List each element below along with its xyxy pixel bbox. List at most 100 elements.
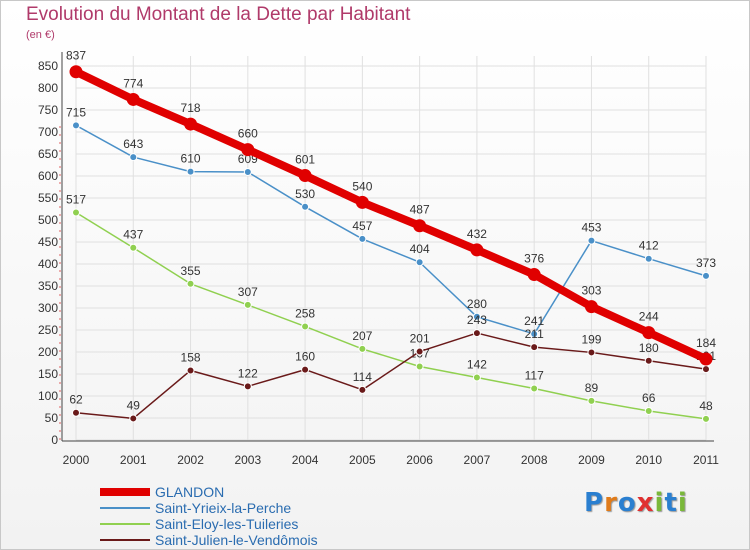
data-point <box>644 406 653 415</box>
x-tick-label: 2004 <box>292 453 319 467</box>
y-tick-label: 750 <box>38 103 58 117</box>
data-point <box>530 343 539 352</box>
data-point <box>358 344 367 353</box>
data-point <box>472 373 481 382</box>
series-line <box>75 211 707 420</box>
data-label: 114 <box>353 370 372 384</box>
data-label: 601 <box>295 153 315 167</box>
data-point <box>644 356 653 365</box>
data-label: 530 <box>295 187 315 201</box>
data-point <box>530 384 539 393</box>
data-label: 660 <box>238 127 258 141</box>
data-point <box>413 219 427 233</box>
data-point <box>184 117 198 131</box>
series-line <box>72 67 710 364</box>
data-label: 258 <box>295 306 315 320</box>
x-tick-label: 2009 <box>578 453 605 467</box>
y-tick-label: 650 <box>38 147 58 161</box>
y-tick-label: 350 <box>38 279 58 293</box>
data-point <box>415 258 424 267</box>
legend-swatch <box>100 523 150 525</box>
x-tick-label: 2007 <box>464 453 491 467</box>
data-point <box>530 329 539 338</box>
data-label: 643 <box>123 137 143 151</box>
series-saint-eloy-les-tuileries: 517437355307258207167142117896648 <box>66 193 713 423</box>
y-tick-label: 100 <box>38 389 58 403</box>
data-label: 207 <box>352 329 372 343</box>
data-point <box>702 414 710 423</box>
x-tick-label: 2011 <box>693 453 719 467</box>
data-point <box>472 312 481 321</box>
data-point <box>527 268 541 282</box>
data-point <box>72 121 80 130</box>
data-label: 241 <box>524 314 544 328</box>
data-point <box>126 92 140 106</box>
x-tick-label: 2006 <box>406 453 433 467</box>
data-label: 437 <box>123 228 143 242</box>
data-label: 180 <box>639 341 659 355</box>
data-label: 487 <box>410 203 430 217</box>
y-tick-label: 450 <box>38 235 58 249</box>
data-label: 244 <box>639 310 659 324</box>
data-label: 199 <box>581 332 601 346</box>
data-point <box>72 208 80 217</box>
x-tick-label: 2005 <box>349 453 376 467</box>
data-point <box>699 352 713 366</box>
data-label: 610 <box>181 152 201 166</box>
data-label: 142 <box>467 358 487 372</box>
data-label: 307 <box>238 285 258 299</box>
data-point <box>472 329 481 338</box>
data-point <box>186 279 195 288</box>
data-label: 412 <box>639 239 659 253</box>
data-label: 540 <box>352 179 372 193</box>
data-point <box>129 153 138 162</box>
data-label: 201 <box>410 332 430 346</box>
y-tick-label: 300 <box>38 301 58 315</box>
y-tick-label: 700 <box>38 125 58 139</box>
data-point <box>358 385 367 394</box>
y-tick-label: 200 <box>38 345 58 359</box>
data-label: 718 <box>181 101 201 115</box>
y-tick-label: 850 <box>38 59 58 73</box>
data-point <box>702 271 710 280</box>
data-label: 517 <box>66 193 86 207</box>
data-label: 774 <box>123 76 143 90</box>
y-tick-label: 800 <box>38 81 58 95</box>
data-label: 49 <box>127 398 141 412</box>
data-label: 89 <box>585 381 599 395</box>
data-point <box>129 414 138 423</box>
data-point <box>642 326 656 340</box>
legend-swatch <box>100 539 150 541</box>
unit-label: (en €) <box>26 29 55 41</box>
x-tick-label: 2001 <box>120 453 147 467</box>
data-point <box>186 167 195 176</box>
data-label: 48 <box>699 399 713 413</box>
y-tick-label: 150 <box>38 367 58 381</box>
data-label: 376 <box>524 252 544 266</box>
y-tick-label: 550 <box>38 191 58 205</box>
data-label: 373 <box>696 256 716 270</box>
data-label: 66 <box>642 391 656 405</box>
data-point <box>702 365 710 374</box>
data-label: 715 <box>66 105 86 119</box>
data-label: 184 <box>696 336 716 350</box>
series-glandon: 837 774 718 660 601 540 487 432 376 303 244 184 <box>66 49 716 366</box>
data-point <box>587 396 596 405</box>
data-label: 122 <box>238 366 258 380</box>
y-tick-label: 250 <box>38 323 58 337</box>
data-label: 453 <box>581 221 601 235</box>
data-point <box>415 362 424 371</box>
legend-swatch <box>100 507 150 509</box>
x-tick-label: 2008 <box>521 453 548 467</box>
data-point <box>301 322 310 331</box>
data-label: 160 <box>295 350 315 364</box>
data-point <box>301 365 310 374</box>
data-point <box>415 347 424 356</box>
data-point <box>69 65 83 79</box>
legend-label: Saint-Julien-le-Vendômois <box>155 532 318 548</box>
data-label: 837 <box>66 49 86 63</box>
data-point <box>301 202 310 211</box>
data-point <box>243 300 252 309</box>
y-tick-label: 400 <box>38 257 58 271</box>
data-label: 62 <box>69 393 83 407</box>
